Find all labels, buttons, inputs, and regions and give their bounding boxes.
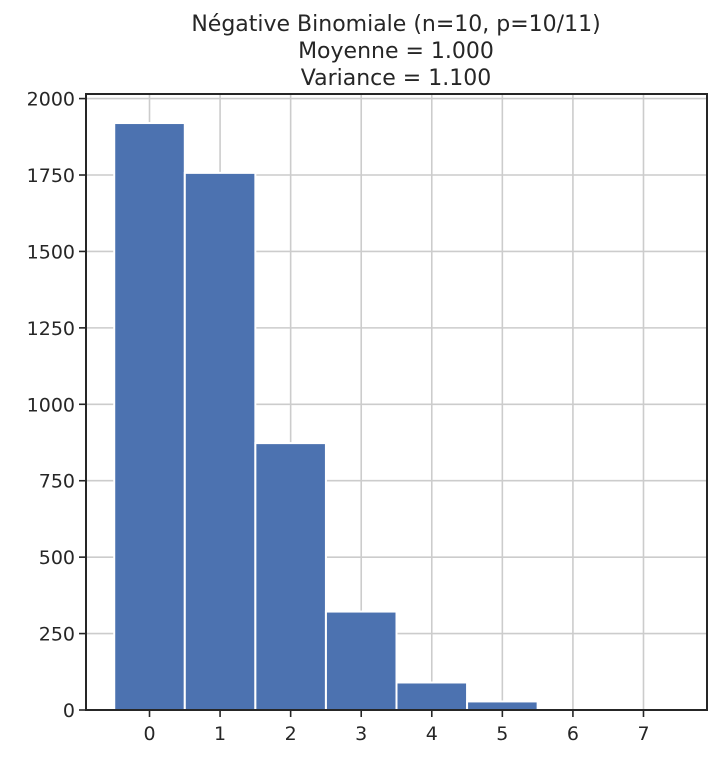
y-tick-label: 1250 <box>27 318 75 340</box>
x-tick-label: 1 <box>214 723 226 745</box>
y-tick-label: 1750 <box>27 165 75 187</box>
x-tick-label: 5 <box>496 723 508 745</box>
x-tick-label: 7 <box>637 723 649 745</box>
x-tick-label: 3 <box>355 723 367 745</box>
x-tick-label: 2 <box>285 723 297 745</box>
bars <box>113 122 539 712</box>
histogram-bar <box>324 610 398 711</box>
title-line-2: Moyenne = 1.000 <box>298 39 494 64</box>
plot-frame <box>85 93 708 711</box>
x-axis-ticks: 0 1 2 3 4 5 6 7 <box>143 710 650 745</box>
x-tick-label: 6 <box>567 723 579 745</box>
x-tick-label: 4 <box>426 723 438 745</box>
chart-title: Négative Binomiale (n=10, p=10/11) Moyen… <box>191 12 600 91</box>
title-line-1: Négative Binomiale (n=10, p=10/11) <box>191 12 600 37</box>
y-tick-label: 1000 <box>27 394 75 416</box>
histogram-bar <box>466 700 539 711</box>
y-tick-label: 250 <box>39 624 75 646</box>
histogram-bar <box>183 171 257 712</box>
y-tick-label: 1500 <box>27 241 75 263</box>
title-line-3: Variance = 1.100 <box>301 66 491 91</box>
y-tick-label: 750 <box>39 471 75 493</box>
histogram-bar <box>395 681 469 711</box>
y-tick-label: 2000 <box>27 89 75 111</box>
y-tick-label: 0 <box>63 700 75 722</box>
y-tick-label: 500 <box>39 547 75 569</box>
histogram-bar <box>113 122 186 712</box>
y-axis-ticks: 0 250 500 750 1000 1250 1500 1750 2000 <box>27 89 86 722</box>
x-tick-label: 0 <box>143 723 155 745</box>
histogram-bar <box>254 442 327 711</box>
